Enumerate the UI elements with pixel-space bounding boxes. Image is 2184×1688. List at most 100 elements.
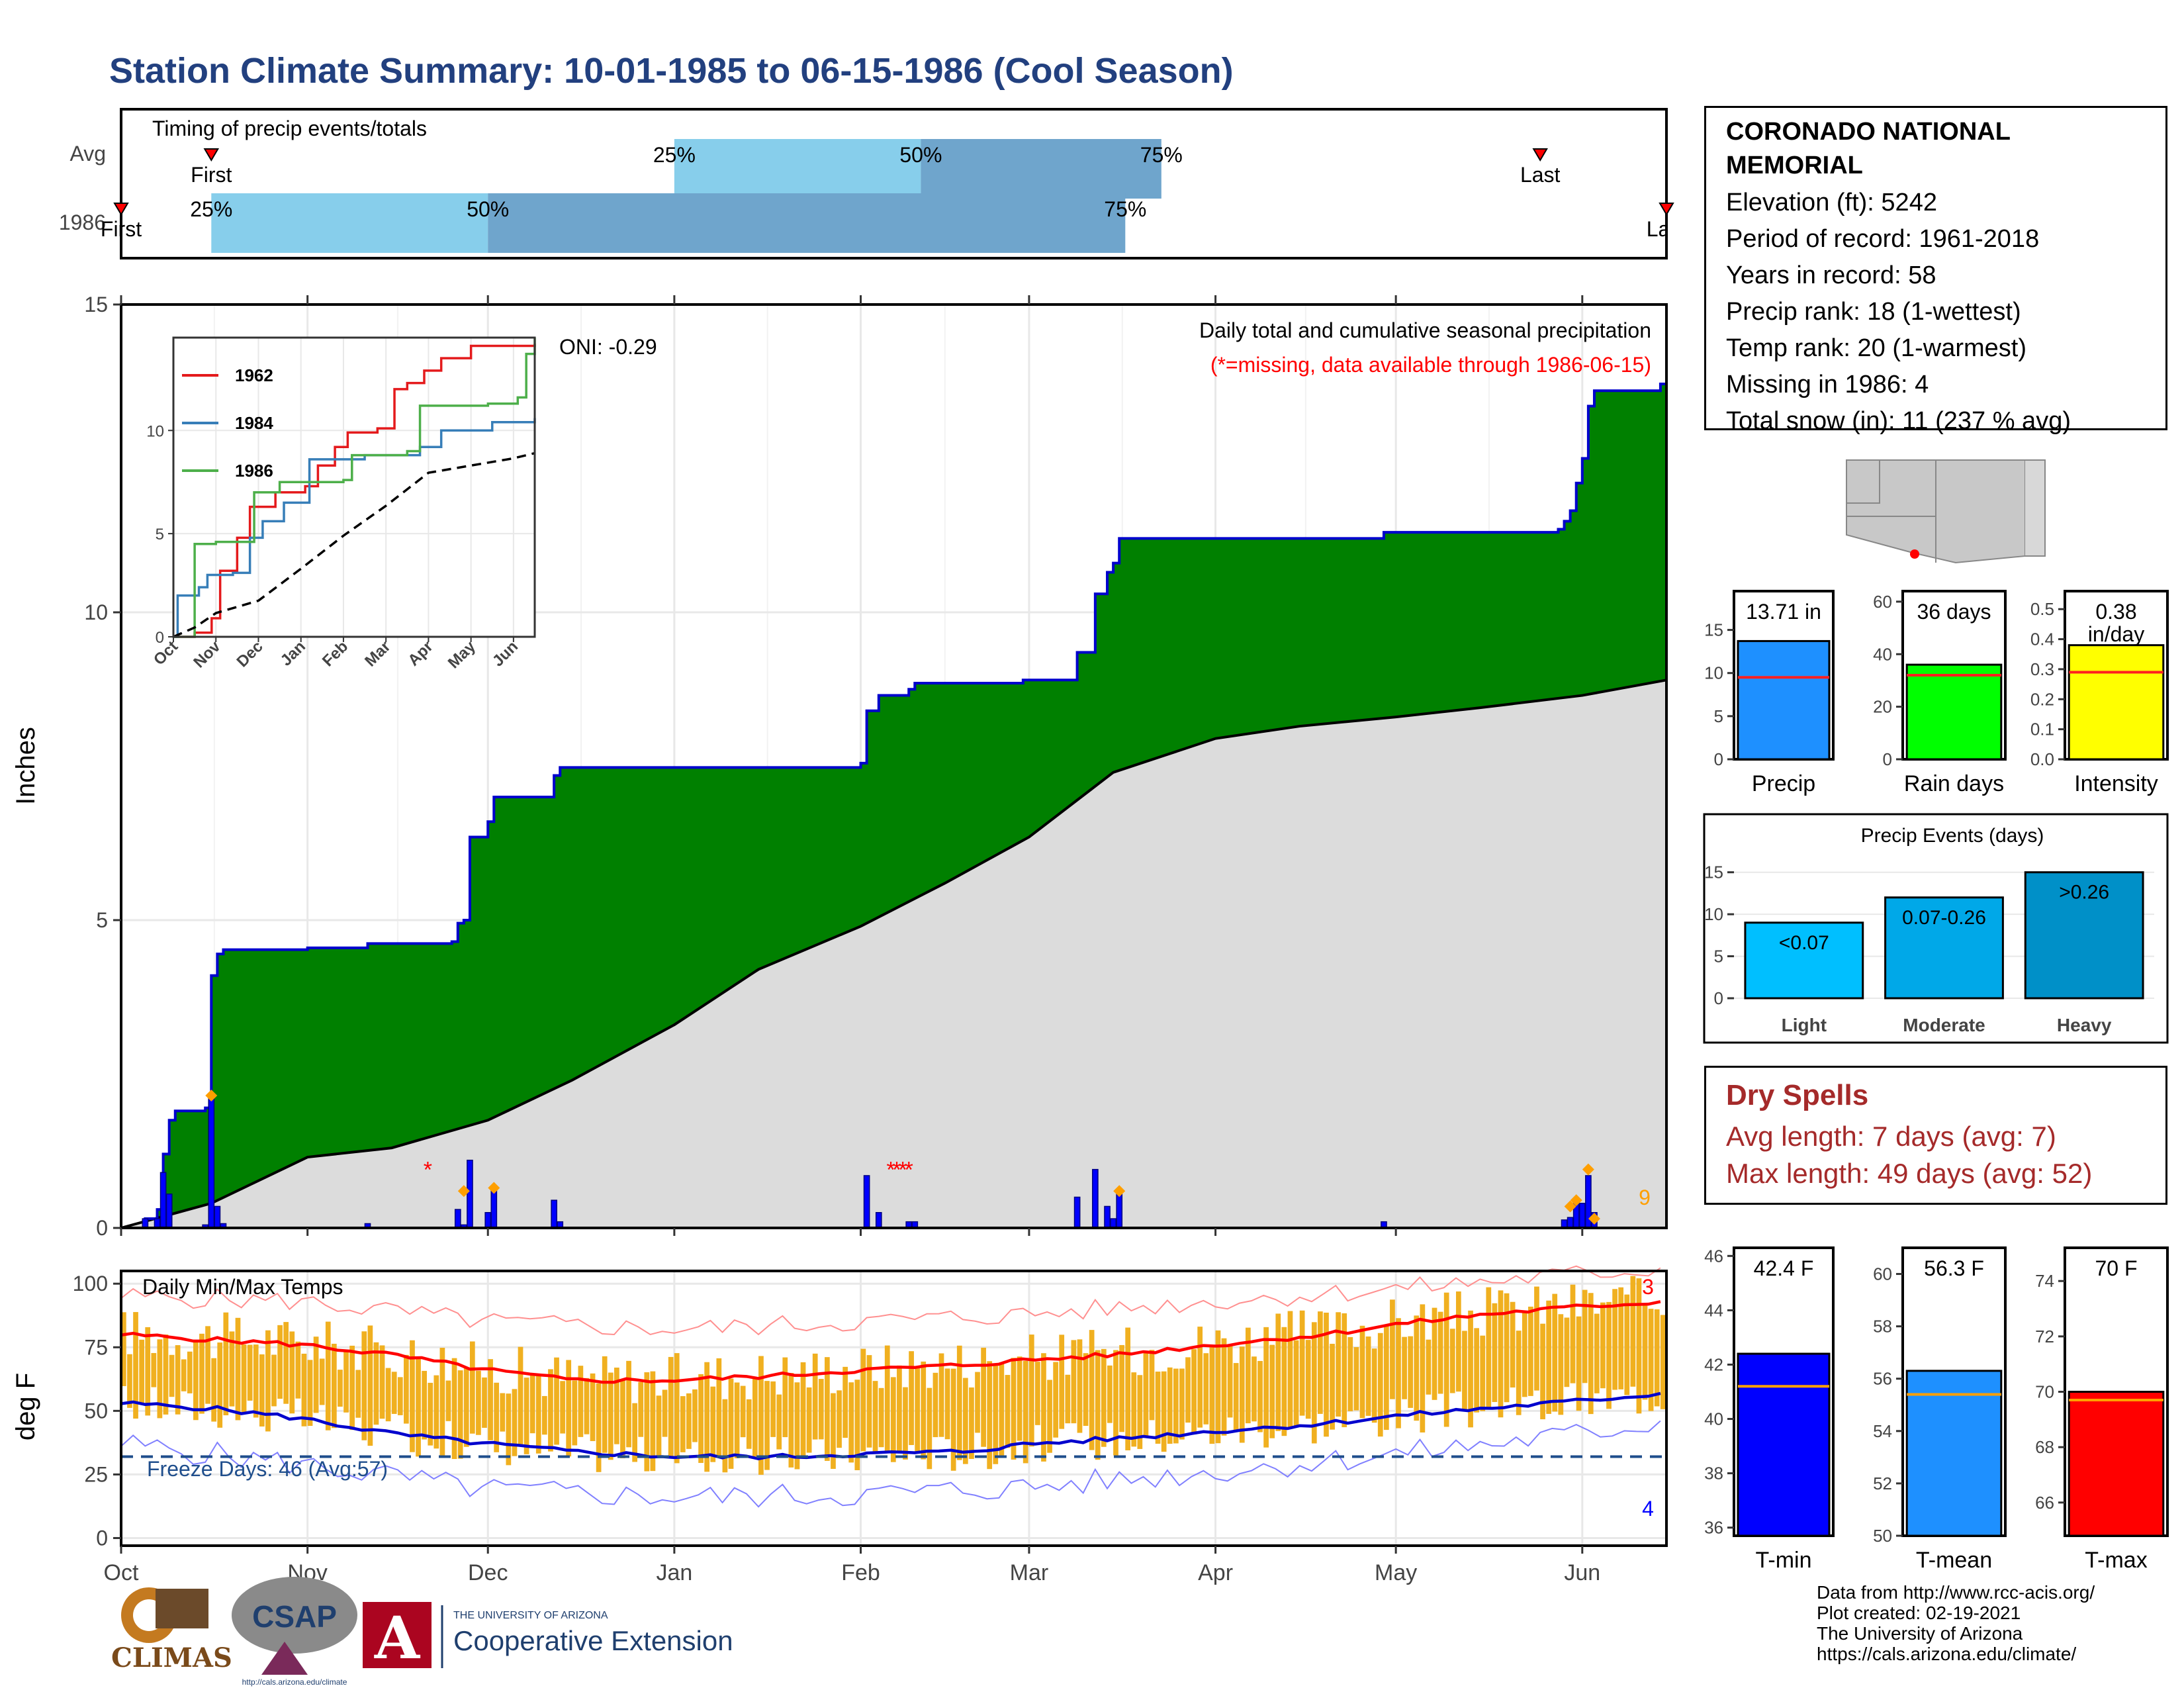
daily-temp-bar-88	[650, 1371, 656, 1472]
intensity-chart-value-label-1: in/day	[2088, 622, 2144, 646]
daily-temp-bar-189	[1257, 1360, 1263, 1432]
daily-temp-bar-122	[854, 1380, 860, 1470]
daily-temp-bar-33	[319, 1358, 325, 1405]
tmax-summary-chart-ytick-label-1: 68	[2035, 1437, 2054, 1457]
tmin-normal-line	[120, 1391, 1661, 1460]
events-bar-label-light: <0.07	[1779, 932, 1829, 954]
inset-line-1962	[173, 344, 536, 638]
daily-temp-bar-217	[1426, 1339, 1432, 1395]
daily-precip-bar-1	[154, 1218, 161, 1229]
timing-row-label-avg: Avg	[69, 142, 106, 165]
tmean-summary-chart-ytick-label-2: 54	[1873, 1421, 1892, 1441]
daily-temp-bar-174	[1167, 1367, 1173, 1444]
timing-bar-1986-q2	[211, 193, 488, 253]
temp-xtick-label-0: Oct	[104, 1560, 139, 1585]
daily-temp-bar-238	[1552, 1293, 1558, 1412]
daily-temp-bar-176	[1179, 1368, 1185, 1440]
tmean-summary-chart-ytick-label-0: 50	[1873, 1526, 1892, 1546]
missing-day-marker-2: *	[892, 1158, 901, 1183]
heavy-event-marker-0	[205, 1090, 218, 1102]
daily-temp-bar-65	[512, 1389, 518, 1456]
heavy-event-marker-1	[457, 1185, 470, 1197]
events-ytick-label-2: 10	[1704, 904, 1723, 924]
daily-temp-bar-183	[1221, 1338, 1227, 1436]
daily-temp-bar-233	[1522, 1311, 1527, 1397]
daily-temp-bar-55	[451, 1358, 457, 1460]
tmean-summary-chart-bar	[1905, 1370, 2003, 1537]
tmean-summary-chart-value-label: 56.3 F	[1924, 1256, 1984, 1280]
daily-temp-bar-211	[1390, 1299, 1395, 1399]
timing-last-label-avg: Last	[1520, 163, 1561, 187]
daily-temp-bar-32	[313, 1336, 319, 1413]
daily-temp-bar-157	[1065, 1374, 1071, 1424]
daily-temp-bar-152	[1035, 1362, 1040, 1425]
daily-temp-bar-178	[1191, 1349, 1197, 1434]
daily-temp-bar-79	[596, 1383, 602, 1472]
inset-line-1984	[173, 418, 536, 638]
csap-logo: CSAP http://cals.arizona.edu/climate	[232, 1577, 357, 1687]
precip-total-chart-category-label: Precip	[1752, 771, 1815, 796]
ua-logo: A THE UNIVERSITY OF ARIZONA Cooperative …	[363, 1602, 733, 1672]
daily-temp-bar-136	[938, 1353, 944, 1437]
daily-temp-bar-130	[903, 1387, 908, 1460]
ua-a-icon: A	[374, 1603, 421, 1672]
daily-precip-bar-11	[467, 1159, 473, 1229]
timing-last-marker-1986	[1659, 203, 1674, 216]
tmax-summary-chart-ytick-label-2: 70	[2035, 1382, 2054, 1402]
daily-temp-bar-20	[241, 1344, 247, 1414]
daily-temp-bar-171	[1149, 1350, 1155, 1421]
intensity-chart-bar	[2068, 644, 2165, 761]
rain-days-chart-ytick-label-0: 0	[1883, 749, 1892, 769]
inset-ytick-label-0: 0	[156, 629, 164, 647]
daily-temp-bar-44	[385, 1368, 391, 1422]
daily-temp-bar-64	[506, 1393, 512, 1466]
daily-temp-bar-204	[1347, 1336, 1353, 1411]
daily-temp-bar-194	[1287, 1311, 1293, 1429]
timing-label-avg-75: 75%	[1140, 143, 1183, 167]
daily-precip-bar-17	[875, 1212, 882, 1229]
tmax-summary-chart-ytick-label-3: 72	[2035, 1327, 2054, 1346]
daily-temp-bar-12	[193, 1340, 199, 1421]
page-title: Station Climate Summary: 10-01-1985 to 0…	[109, 51, 1234, 91]
daily-temp-bar-124	[866, 1355, 872, 1448]
station-missing: Missing in 1986: 4	[1726, 371, 1929, 399]
timing-label-1986-50: 50%	[467, 197, 509, 221]
daily-temp-bar-18	[229, 1331, 235, 1407]
daily-temp-bar-101	[728, 1378, 734, 1469]
events-title: Precip Events (days)	[1861, 825, 2044, 847]
daily-temp-bar-66	[518, 1346, 523, 1445]
daily-temp-bar-159	[1077, 1339, 1083, 1433]
daily-temp-bar-251	[1630, 1276, 1636, 1387]
daily-temp-bar-153	[1041, 1353, 1046, 1462]
intensity-chart-ytick-label-3: 0.3	[2030, 659, 2054, 679]
daily-temp-bar-113	[800, 1362, 806, 1459]
missing-day-marker-4: *	[905, 1158, 913, 1183]
temp-xtick-label-6: Apr	[1198, 1560, 1233, 1585]
daily-precip-bar-23	[1110, 1218, 1116, 1229]
daily-temp-bar-190	[1263, 1327, 1269, 1448]
daily-temp-bar-158	[1071, 1340, 1077, 1424]
daily-temp-bar-41	[367, 1325, 373, 1446]
daily-temp-bar-245	[1594, 1313, 1600, 1393]
daily-temp-bar-170	[1143, 1352, 1149, 1438]
dry-spells-title: Dry Spells	[1726, 1079, 1869, 1111]
daily-temp-bar-213	[1402, 1336, 1407, 1399]
daily-temp-bar-78	[590, 1373, 596, 1441]
daily-temp-bar-58	[469, 1341, 475, 1434]
daily-temp-bar-84	[626, 1360, 631, 1448]
daily-temp-bar-255	[1654, 1309, 1660, 1407]
events-category-label-moderate: Moderate	[1903, 1015, 1985, 1035]
daily-temp-bar-47	[404, 1354, 409, 1424]
heavy-event-marker-6	[1582, 1163, 1594, 1176]
intensity-chart-category-label: Intensity	[2074, 771, 2158, 796]
daily-temp-bar-156	[1059, 1335, 1065, 1429]
daily-precip-bar-2	[159, 1172, 167, 1229]
daily-temp-bar-132	[915, 1366, 921, 1454]
rain-days-chart-ytick-label-1: 20	[1873, 697, 1892, 717]
daily-temp-bar-133	[921, 1361, 927, 1460]
daily-precip-bar-16	[863, 1175, 870, 1229]
daily-temp-bar-147	[1005, 1375, 1011, 1448]
timing-right-mask	[1668, 218, 1707, 258]
events-bar-label-heavy: >0.26	[2059, 882, 2109, 904]
station-elevation: Elevation (ft): 5242	[1726, 189, 1937, 216]
